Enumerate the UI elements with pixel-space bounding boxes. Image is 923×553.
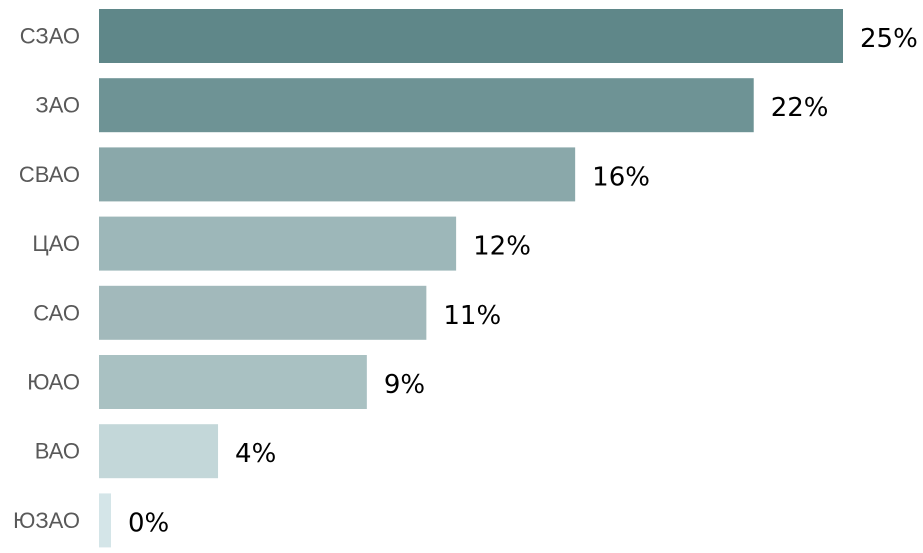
bar-7 xyxy=(99,424,219,479)
bar-8 xyxy=(99,493,111,548)
category-label-1: СЗАО xyxy=(20,24,80,49)
value-label-6: 9% xyxy=(384,370,425,400)
category-label-3: СВАО xyxy=(19,162,80,187)
bar-1 xyxy=(99,9,843,63)
value-label-8: 0% xyxy=(128,508,169,538)
value-label-7: 4% xyxy=(235,439,276,469)
value-label-5: 11% xyxy=(443,301,501,331)
value-label-1: 25% xyxy=(860,24,918,54)
value-label-3: 16% xyxy=(592,162,650,192)
category-label-6: ЮАО xyxy=(27,370,80,395)
bar-2 xyxy=(99,78,754,133)
category-labels-group: СЗАО ЗАО СВАО ЦАО САО ЮАО ВАО ЮЗАО xyxy=(13,24,80,533)
category-label-2: ЗАО xyxy=(35,93,80,118)
bars-group xyxy=(99,9,843,548)
bar-5 xyxy=(99,285,427,340)
category-label-8: ЮЗАО xyxy=(13,508,80,533)
bar-3 xyxy=(99,147,576,202)
value-label-2: 22% xyxy=(771,93,829,123)
bar-6 xyxy=(99,355,367,409)
value-label-4: 12% xyxy=(473,232,531,262)
value-labels-group: 25% 22% 16% 12% 11% 9% 4% 0% xyxy=(128,24,918,538)
category-label-5: САО xyxy=(33,300,80,325)
bar-4 xyxy=(99,216,457,271)
category-label-7: ВАО xyxy=(35,439,80,464)
category-label-4: ЦАО xyxy=(32,231,80,256)
